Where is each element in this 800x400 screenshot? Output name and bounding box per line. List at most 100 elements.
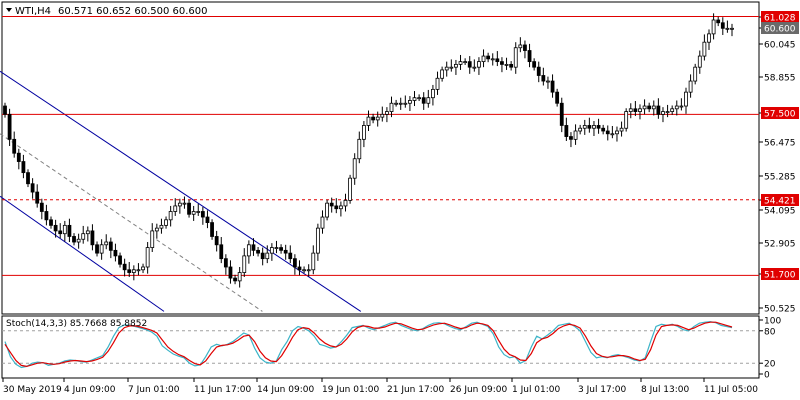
candle	[592, 121, 596, 137]
price-tick-label: 54.421	[764, 197, 796, 207]
stochastic-tick-label: 20	[764, 360, 776, 370]
candle	[573, 124, 578, 145]
candle	[228, 260, 233, 284]
price-tick-label: 50.525	[764, 305, 796, 315]
price-tick-label: 60.600	[764, 25, 796, 35]
candle	[375, 111, 380, 127]
candle	[495, 51, 500, 67]
main-pane	[0, 1, 760, 315]
candle	[16, 148, 21, 170]
stochastic-lines	[4, 320, 733, 369]
candle	[371, 113, 376, 124]
symbol-label: WTI,H4	[15, 6, 51, 17]
ohlc-readout: 60.571 60.652 60.500 60.600	[58, 6, 208, 17]
time-tick-label: 8 Jul 13:00	[641, 385, 690, 395]
main-pane-frame	[1, 1, 760, 315]
candle	[131, 265, 136, 281]
candle	[30, 178, 35, 199]
candle	[615, 126, 619, 142]
price-tick-label: 57.500	[764, 110, 796, 120]
candle	[546, 76, 550, 89]
candle	[306, 264, 311, 277]
price-tick-label: 61.028	[764, 14, 796, 24]
candle	[81, 225, 86, 244]
candle	[348, 174, 352, 204]
price-tick: 54.421	[759, 194, 799, 207]
candle	[357, 131, 362, 164]
candle	[564, 117, 569, 141]
candle	[684, 87, 688, 114]
chevron-down-icon[interactable]	[6, 8, 12, 12]
price-tick: 50.525	[759, 305, 796, 315]
candle	[697, 50, 702, 74]
price-tick-label: 52.905	[764, 240, 796, 250]
stochastic-label: Stoch(14,3,3) 85.7668 85.8852	[6, 319, 147, 329]
candle	[150, 223, 155, 253]
candle	[200, 207, 205, 225]
candle	[35, 184, 40, 208]
price-tick-label: 54.095	[764, 207, 796, 217]
candle	[569, 132, 573, 148]
candle	[486, 52, 491, 63]
candle	[242, 248, 247, 277]
candle	[329, 197, 334, 213]
price-tick: 55.285	[759, 173, 796, 183]
candle	[647, 102, 652, 113]
candle	[191, 205, 196, 221]
price-tick: 57.500	[759, 107, 799, 120]
candle	[509, 61, 514, 71]
price-tick: 58.855	[759, 74, 796, 84]
candle	[288, 245, 293, 264]
price-tick: 54.095	[759, 207, 796, 217]
candle	[62, 220, 67, 242]
candle	[605, 125, 610, 141]
time-tick: 26 Jun 09:00	[449, 378, 507, 395]
price-tick: 61.028	[759, 11, 799, 24]
candle	[587, 117, 592, 133]
candle	[619, 121, 624, 137]
price-tick-label: 51.700	[764, 271, 796, 281]
candle	[315, 223, 320, 261]
time-tick-label: 14 Jun 09:00	[257, 385, 314, 395]
candle	[320, 210, 325, 234]
price-tick: 60.045	[759, 41, 796, 51]
candle	[154, 223, 159, 239]
candle	[338, 201, 343, 217]
candle	[463, 58, 468, 65]
price-tick-label: 60.045	[764, 41, 796, 51]
candle	[21, 154, 26, 179]
candle	[72, 233, 76, 246]
candle	[596, 118, 601, 134]
candle	[481, 49, 486, 68]
candle	[39, 198, 44, 220]
candle	[702, 34, 707, 61]
candle	[118, 252, 122, 268]
candle	[58, 223, 63, 239]
candle	[182, 196, 187, 209]
time-tick: 3 Jul 17:00	[577, 378, 627, 395]
candle	[518, 37, 523, 53]
candle	[532, 58, 537, 71]
candle	[210, 219, 214, 240]
candle	[95, 241, 99, 257]
candle	[343, 193, 348, 212]
candle	[219, 237, 224, 264]
time-tick: 14 Jun 09:00	[256, 378, 314, 395]
candle	[624, 108, 629, 132]
candle	[26, 169, 30, 188]
candle	[334, 198, 339, 214]
candle	[187, 199, 191, 218]
candle	[500, 57, 504, 73]
candle	[454, 59, 458, 75]
price-tick-label: 58.855	[764, 74, 796, 84]
channel-upper-line	[0, 70, 362, 312]
candle	[274, 240, 279, 254]
candle	[196, 203, 201, 216]
candle	[688, 74, 693, 98]
candle	[246, 240, 251, 264]
candle	[426, 89, 431, 108]
time-tick: 8 Jul 13:00	[640, 378, 690, 395]
candle	[7, 108, 12, 146]
candle	[269, 243, 274, 261]
candle	[127, 262, 132, 277]
